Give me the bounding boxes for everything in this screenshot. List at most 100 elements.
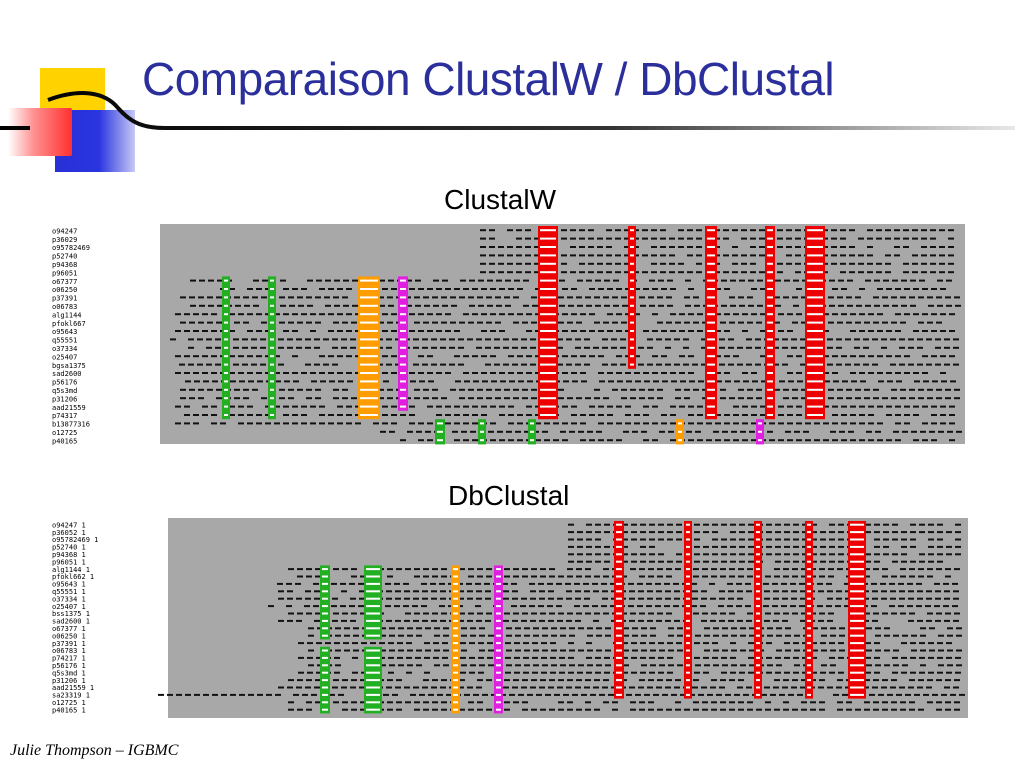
residue-mark [747, 708, 753, 711]
residue-mark [400, 439, 406, 442]
residue-mark [668, 649, 674, 652]
residue-mark [892, 656, 898, 659]
residue-mark [597, 262, 603, 265]
residue-mark [596, 664, 602, 667]
residue-mark [574, 582, 580, 585]
residue-mark [568, 656, 574, 659]
residue-mark [937, 545, 943, 548]
residue-mark [425, 430, 431, 433]
residue-mark [829, 553, 835, 556]
residue-mark [485, 363, 491, 366]
residue-mark [787, 405, 793, 408]
residue-mark [587, 634, 593, 637]
residue-mark [387, 708, 393, 711]
residue-mark [513, 575, 519, 578]
residue-mark [634, 422, 640, 425]
residue-mark [900, 708, 906, 711]
residue-mark [346, 313, 352, 316]
residue-mark [406, 656, 412, 659]
residue-mark [872, 597, 878, 600]
residue-mark [944, 338, 950, 341]
residue-mark [741, 262, 747, 265]
residue-mark [509, 380, 515, 383]
residue-mark [913, 330, 919, 332]
residue-mark [675, 708, 681, 711]
residue-mark [540, 246, 556, 248]
conserved-column [754, 521, 762, 699]
residue-mark [766, 642, 772, 645]
residue-mark [775, 671, 781, 674]
residue-mark [865, 531, 871, 534]
residue-mark [837, 679, 843, 682]
residue-mark [308, 649, 314, 652]
residue-mark [437, 422, 443, 425]
residue-mark [595, 545, 601, 548]
residue-mark [660, 254, 666, 257]
residue-mark [950, 380, 956, 383]
residue-mark [775, 523, 781, 526]
residue-mark [935, 363, 941, 366]
residue-mark [807, 372, 823, 374]
residue-mark [922, 355, 928, 358]
residue-mark [292, 330, 298, 332]
residue-mark [931, 439, 937, 442]
residue-mark [470, 634, 476, 637]
residue-mark [767, 246, 773, 248]
residue-mark [563, 693, 569, 696]
residue-mark [441, 679, 447, 682]
residue-mark [332, 597, 338, 600]
residue-mark [701, 346, 707, 349]
residue-mark [829, 538, 835, 541]
residue-mark [316, 656, 322, 659]
residue-mark [759, 229, 765, 232]
residue-mark [607, 414, 613, 416]
residue-mark [512, 363, 518, 366]
residue-mark [675, 679, 681, 682]
residue-mark [440, 338, 446, 341]
residue-mark [238, 414, 244, 416]
residue-mark [886, 405, 892, 408]
residue-mark [855, 321, 861, 324]
residue-mark [424, 671, 430, 674]
residue-mark [499, 313, 505, 316]
sequence-name: o06250 1 [52, 632, 86, 640]
residue-mark [538, 605, 544, 608]
residue-mark [927, 568, 933, 571]
residue-mark [669, 246, 675, 248]
residue-mark [341, 686, 347, 689]
residue-mark [292, 422, 298, 425]
residue-mark [640, 656, 646, 659]
residue-mark [658, 304, 664, 307]
residue-mark [901, 279, 907, 282]
residue-mark [715, 422, 721, 425]
residue-mark [350, 686, 356, 689]
residue-mark [707, 313, 715, 316]
conserved-column [398, 276, 408, 411]
residue-mark [730, 656, 736, 659]
residue-mark [895, 414, 901, 416]
residue-mark [176, 693, 182, 696]
residue-mark [576, 708, 582, 711]
residue-mark [895, 313, 901, 316]
residue-mark [850, 612, 864, 615]
residue-mark [611, 346, 617, 349]
residue-mark [388, 642, 394, 645]
residue-mark [571, 288, 577, 290]
residue-mark [351, 612, 357, 615]
residue-mark [811, 545, 817, 548]
residue-mark [864, 701, 870, 704]
residue-mark [540, 612, 546, 615]
residue-mark [566, 619, 572, 622]
residue-mark [500, 380, 506, 383]
residue-mark [846, 708, 852, 711]
residue-mark [529, 582, 535, 585]
residue-mark [688, 414, 694, 416]
residue-mark [480, 246, 486, 248]
residue-mark [571, 372, 577, 374]
residue-mark [301, 288, 307, 290]
residue-mark [473, 693, 479, 696]
residue-mark [576, 296, 582, 299]
residue-mark [229, 405, 235, 408]
residue-mark [652, 313, 658, 316]
residue-mark [405, 701, 411, 704]
